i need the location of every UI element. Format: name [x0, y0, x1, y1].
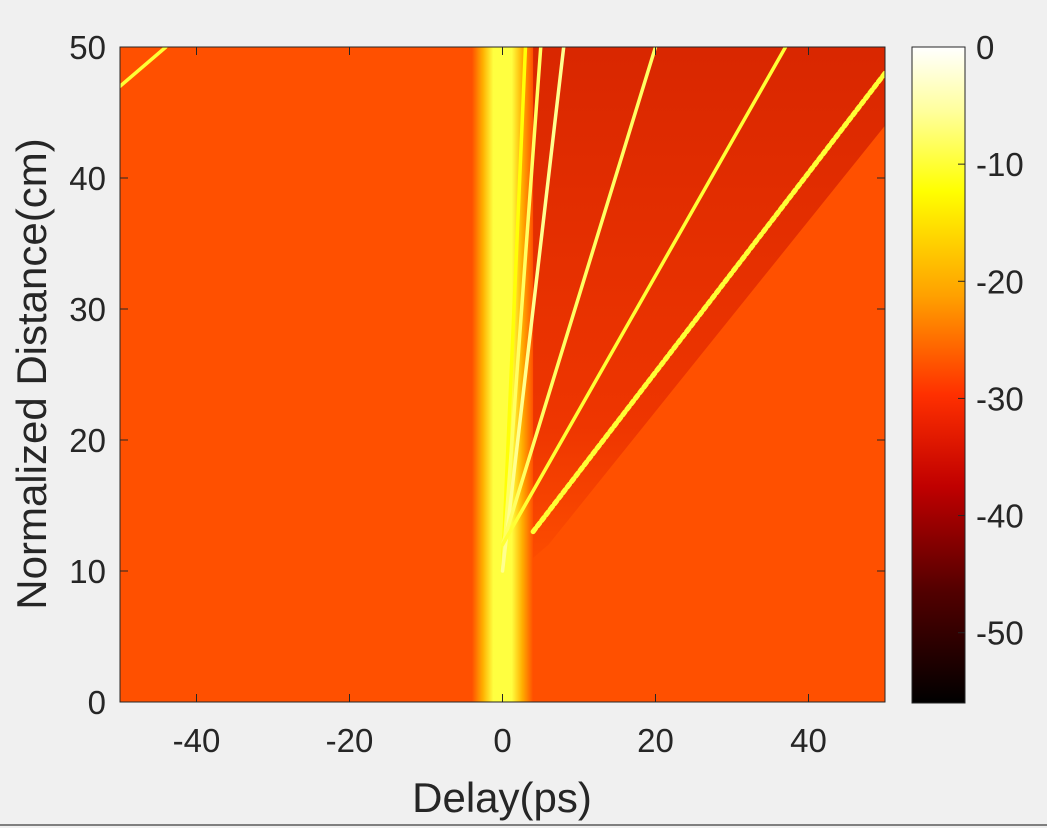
colorbar-gradient	[911, 46, 966, 704]
x-tick-label: 0	[493, 722, 511, 759]
pulse-center-band	[471, 47, 534, 702]
x-axis-label: Delay(ps)	[412, 774, 592, 821]
colorbar-tick-label: -20	[976, 263, 1024, 300]
trace-line-7	[120, 47, 168, 89]
y-axis-ticks: 0 10 20 30 40 50	[69, 29, 885, 721]
colorbar-ticks: 0 -10 -20 -30 -40 -50	[958, 29, 1024, 652]
trace-line-2	[500, 47, 543, 573]
window-bottom-border	[0, 824, 1047, 826]
x-tick-label: -20	[326, 722, 374, 759]
y-tick-label: 30	[69, 291, 106, 328]
colorbar-tick-label: -10	[976, 146, 1024, 183]
colorbar-tick-label: 0	[976, 29, 994, 66]
y-axis-label: Normalized Distance(cm)	[8, 138, 55, 609]
trace-line-5	[500, 47, 788, 547]
x-tick-label: 40	[790, 722, 827, 759]
y-tick-label: 10	[69, 553, 106, 590]
x-tick-label: -40	[173, 722, 221, 759]
trace-line-6	[530, 70, 885, 535]
colorbar-tick-label: -40	[976, 498, 1024, 535]
y-tick-label: 20	[69, 422, 106, 459]
x-tick-label: 20	[637, 722, 674, 759]
colorbar: 0 -10 -20 -30 -40 -50	[911, 29, 1024, 704]
colorbar-tick-label: -30	[976, 380, 1024, 417]
trace-group	[120, 47, 885, 573]
y-tick-label: 40	[69, 160, 106, 197]
trace-line-1	[500, 47, 528, 573]
trace-line-3	[500, 47, 566, 573]
y-tick-label: 0	[88, 684, 106, 721]
x-axis-ticks: -40 -20 0 20 40	[173, 47, 827, 759]
trace-line-4	[500, 47, 658, 547]
y-tick-label: 50	[69, 29, 106, 66]
plot-area	[120, 47, 885, 702]
colorbar-tick-label: -50	[976, 615, 1024, 652]
